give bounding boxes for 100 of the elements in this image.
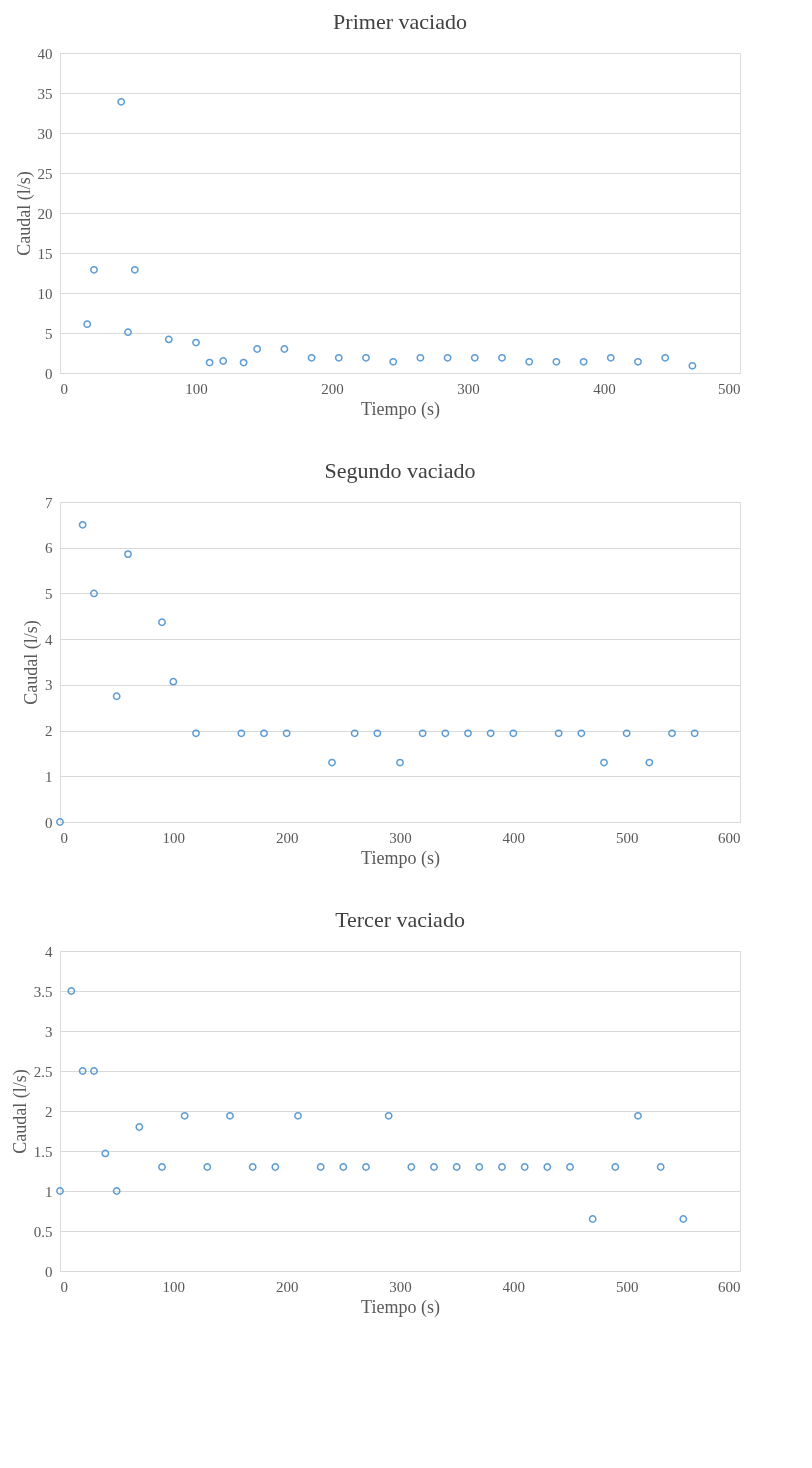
- point: [634, 357, 642, 366]
- point: [543, 1163, 552, 1171]
- x-tick-label: 0: [60, 1278, 68, 1295]
- point: [688, 361, 697, 370]
- point: [525, 357, 534, 366]
- y-tick-label: 1.5: [33, 1143, 53, 1160]
- y-tick-label: 25: [37, 165, 53, 182]
- point: [362, 1163, 370, 1171]
- point: [56, 1187, 64, 1195]
- y-tick-label: 5: [45, 325, 53, 342]
- point: [443, 353, 452, 362]
- point: [611, 1163, 620, 1171]
- chart-title: Tercer vaciado: [335, 907, 465, 932]
- point: [475, 1163, 484, 1171]
- x-tick-label: 600: [718, 1278, 741, 1295]
- point: [226, 1111, 234, 1120]
- point: [430, 1163, 438, 1171]
- x-axis-title: Tiempo (s): [361, 1296, 440, 1318]
- point: [130, 265, 139, 274]
- point: [158, 1163, 166, 1171]
- y-tick-label: 30: [37, 125, 53, 142]
- point: [90, 265, 98, 274]
- point: [334, 353, 343, 362]
- x-tick-label: 400: [502, 1278, 526, 1295]
- point: [117, 97, 126, 106]
- point: [90, 589, 98, 598]
- point: [56, 818, 64, 826]
- point: [588, 1215, 597, 1223]
- point: [579, 357, 588, 366]
- point: [124, 328, 132, 337]
- point: [634, 1111, 642, 1120]
- point: [464, 729, 472, 738]
- point: [645, 758, 654, 767]
- y-tick-label: 0: [45, 814, 53, 831]
- point: [307, 353, 316, 362]
- point: [384, 1111, 393, 1120]
- point: [219, 357, 228, 365]
- point: [600, 758, 608, 767]
- x-tick-label: 500: [718, 380, 741, 397]
- point: [407, 1163, 416, 1171]
- point: [339, 1163, 348, 1171]
- point: [552, 357, 561, 366]
- point: [441, 729, 450, 738]
- y-tick-label: 6: [45, 540, 53, 557]
- point: [690, 729, 699, 738]
- y-axis-title: Caudal (l/s): [13, 171, 35, 256]
- point: [158, 618, 166, 627]
- point: [164, 335, 173, 344]
- point: [192, 338, 200, 347]
- point: [239, 358, 248, 367]
- point: [606, 353, 615, 362]
- point: [124, 550, 132, 559]
- point: [373, 729, 382, 738]
- point: [260, 729, 268, 738]
- point: [328, 758, 336, 767]
- x-axis-title: Tiempo (s): [361, 847, 440, 869]
- y-tick-label: 0: [45, 365, 53, 382]
- x-tick-label: 200: [321, 380, 344, 397]
- point: [78, 1067, 87, 1075]
- point: [396, 758, 404, 767]
- x-tick-label: 300: [457, 380, 480, 397]
- y-tick-label: 0: [45, 1263, 53, 1280]
- y-axis-title: Caudal (l/s): [21, 620, 42, 705]
- y-tick-label: 5: [45, 585, 53, 602]
- point: [577, 729, 586, 738]
- point: [280, 345, 289, 353]
- point: [90, 1067, 98, 1075]
- y-tick-label: 0.5: [33, 1223, 53, 1240]
- point: [316, 1163, 325, 1171]
- y-tick-label: 10: [37, 285, 53, 302]
- y-tick-label: 1: [45, 1183, 53, 1200]
- x-axis-title: Tiempo (s): [361, 398, 440, 420]
- point: [509, 729, 518, 738]
- y-tick-label: 7: [45, 494, 53, 511]
- x-tick-label: 100: [162, 829, 186, 846]
- y-tick-label: 3.5: [33, 983, 53, 1000]
- point: [486, 729, 495, 738]
- point: [169, 677, 178, 686]
- x-tick-label: 0: [60, 380, 68, 397]
- point: [470, 353, 479, 362]
- y-tick-label: 20: [37, 205, 53, 222]
- point: [203, 1163, 212, 1171]
- point: [656, 1163, 665, 1171]
- point: [566, 1163, 574, 1171]
- point: [271, 1163, 280, 1171]
- y-tick-label: 4: [45, 943, 53, 960]
- point: [362, 353, 370, 362]
- point: [135, 1123, 144, 1131]
- x-tick-label: 200: [275, 1278, 299, 1295]
- point: [622, 729, 631, 738]
- point: [520, 1163, 529, 1171]
- x-tick-label: 300: [389, 1278, 412, 1295]
- x-tick-label: 300: [389, 829, 412, 846]
- x-tick-label: 0: [60, 829, 68, 846]
- point: [416, 353, 425, 362]
- point: [389, 357, 398, 366]
- x-tick-label: 200: [275, 829, 299, 846]
- point: [101, 1149, 110, 1158]
- point: [112, 1187, 121, 1195]
- y-tick-label: 2.5: [33, 1063, 53, 1080]
